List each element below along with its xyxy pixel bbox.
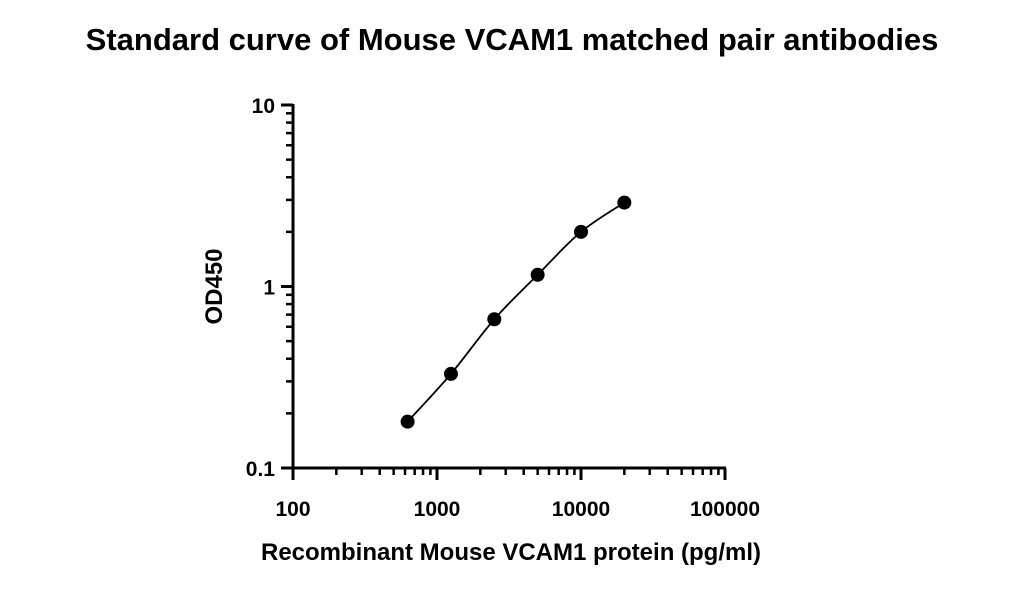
x-tick-label: 10000 (552, 498, 610, 521)
data-point (443, 366, 458, 381)
data-point (400, 414, 415, 429)
chart-title: Standard curve of Mouse VCAM1 matched pa… (85, 22, 939, 57)
axes (291, 104, 726, 470)
data-point (487, 312, 502, 327)
x-tick-label: 100000 (690, 498, 760, 521)
x-tick-label: 100 (275, 498, 310, 521)
y-axis-label: OD450 (201, 248, 228, 324)
fit-curve-line (406, 201, 625, 423)
x-axis-label: Recombinant Mouse VCAM1 protein (pg/ml) (261, 539, 761, 566)
ticks: 100 1000 10000 100000 0.1 1 10 (246, 95, 760, 521)
data-points (400, 195, 632, 429)
data-point (617, 195, 632, 210)
data-point (530, 267, 545, 282)
data-point (574, 224, 588, 239)
fit-curve (406, 201, 625, 423)
y-tick-label: 0.1 (246, 458, 276, 481)
y-tick-label: 10 (252, 95, 275, 118)
x-tick-label: 1000 (414, 498, 461, 521)
y-tick-label: 1 (263, 277, 275, 300)
